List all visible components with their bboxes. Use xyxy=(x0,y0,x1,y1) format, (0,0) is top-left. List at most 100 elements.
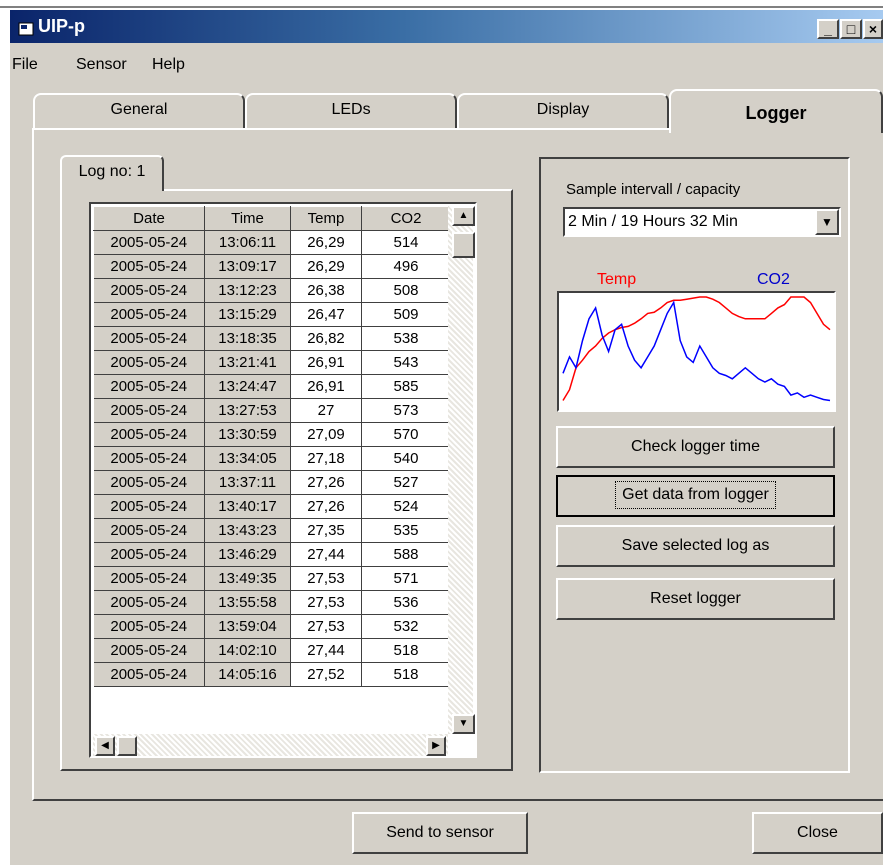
cell-co2[interactable]: 588 xyxy=(361,542,451,567)
cell-co2[interactable]: 496 xyxy=(361,254,451,279)
cell-time[interactable]: 13:21:41 xyxy=(204,350,291,375)
title-bar[interactable] xyxy=(10,10,883,43)
cell-co2[interactable]: 514 xyxy=(361,230,451,255)
cell-date[interactable]: 2005-05-24 xyxy=(93,398,205,423)
cell-temp[interactable]: 27,53 xyxy=(290,566,362,591)
maximize-button[interactable]: □ xyxy=(840,19,862,39)
check-logger-time-button[interactable]: Check logger time xyxy=(556,426,835,468)
minimize-button[interactable]: _ xyxy=(817,19,839,39)
close-window-button[interactable]: × xyxy=(863,19,883,39)
cell-temp[interactable]: 27,52 xyxy=(290,662,362,687)
table-row[interactable]: 2005-05-24 13:46:29 27,44 588 xyxy=(93,542,451,567)
cell-date[interactable]: 2005-05-24 xyxy=(93,278,205,303)
cell-time[interactable]: 14:05:16 xyxy=(204,662,291,687)
send-to-sensor-button[interactable]: Send to sensor xyxy=(352,812,528,854)
cell-date[interactable]: 2005-05-24 xyxy=(93,350,205,375)
cell-temp[interactable]: 26,91 xyxy=(290,374,362,399)
cell-time[interactable]: 13:27:53 xyxy=(204,398,291,423)
header-temp[interactable]: Temp xyxy=(290,206,362,231)
sample-interval-select[interactable]: 2 Min / 19 Hours 32 Min ▼ xyxy=(563,207,841,237)
cell-date[interactable]: 2005-05-24 xyxy=(93,470,205,495)
cell-time[interactable]: 13:59:04 xyxy=(204,614,291,639)
table-row[interactable]: 2005-05-24 13:49:35 27,53 571 xyxy=(93,566,451,591)
cell-temp[interactable]: 26,29 xyxy=(290,254,362,279)
cell-temp[interactable]: 26,91 xyxy=(290,350,362,375)
cell-time[interactable]: 13:06:11 xyxy=(204,230,291,255)
get-data-from-logger-button[interactable]: Get data from logger xyxy=(556,475,835,517)
cell-temp[interactable]: 26,82 xyxy=(290,326,362,351)
table-row[interactable]: 2005-05-24 13:27:53 27 573 xyxy=(93,398,451,423)
cell-date[interactable]: 2005-05-24 xyxy=(93,614,205,639)
cell-date[interactable]: 2005-05-24 xyxy=(93,326,205,351)
cell-date[interactable]: 2005-05-24 xyxy=(93,590,205,615)
header-date[interactable]: Date xyxy=(93,206,205,231)
table-row[interactable]: 2005-05-24 13:59:04 27,53 532 xyxy=(93,614,451,639)
save-selected-log-button[interactable]: Save selected log as xyxy=(556,525,835,567)
cell-time[interactable]: 13:18:35 xyxy=(204,326,291,351)
cell-time[interactable]: 13:55:58 xyxy=(204,590,291,615)
tab-leds[interactable]: LEDs xyxy=(245,93,457,129)
close-button[interactable]: Close xyxy=(752,812,883,854)
cell-time[interactable]: 13:30:59 xyxy=(204,422,291,447)
cell-temp[interactable]: 27,44 xyxy=(290,638,362,663)
cell-temp[interactable]: 27,26 xyxy=(290,494,362,519)
cell-date[interactable]: 2005-05-24 xyxy=(93,302,205,327)
cell-temp[interactable]: 26,29 xyxy=(290,230,362,255)
cell-temp[interactable]: 27,53 xyxy=(290,590,362,615)
table-row[interactable]: 2005-05-24 13:43:23 27,35 535 xyxy=(93,518,451,543)
cell-temp[interactable]: 26,47 xyxy=(290,302,362,327)
table-row[interactable]: 2005-05-24 14:02:10 27,44 518 xyxy=(93,638,451,663)
table-row[interactable]: 2005-05-24 14:05:16 27,52 518 xyxy=(93,662,451,687)
vertical-scrollbar[interactable] xyxy=(448,206,473,734)
cell-co2[interactable]: 570 xyxy=(361,422,451,447)
table-row[interactable]: 2005-05-24 13:34:05 27,18 540 xyxy=(93,446,451,471)
cell-date[interactable]: 2005-05-24 xyxy=(93,638,205,663)
cell-date[interactable]: 2005-05-24 xyxy=(93,494,205,519)
log-data-grid[interactable]: Date Time Temp CO2 2005-05-24 13:06:11 26,… xyxy=(89,202,477,758)
cell-co2[interactable]: 524 xyxy=(361,494,451,519)
table-row[interactable]: 2005-05-24 13:15:29 26,47 509 xyxy=(93,302,451,327)
cell-co2[interactable]: 538 xyxy=(361,326,451,351)
horizontal-scroll-thumb[interactable] xyxy=(117,736,137,756)
horizontal-scrollbar[interactable] xyxy=(93,734,448,756)
table-row[interactable]: 2005-05-24 13:12:23 26,38 508 xyxy=(93,278,451,303)
cell-time[interactable]: 14:02:10 xyxy=(204,638,291,663)
cell-time[interactable]: 13:49:35 xyxy=(204,566,291,591)
cell-co2[interactable]: 543 xyxy=(361,350,451,375)
table-row[interactable]: 2005-05-24 13:55:58 27,53 536 xyxy=(93,590,451,615)
table-row[interactable]: 2005-05-24 13:06:11 26,29 514 xyxy=(93,230,451,255)
table-row[interactable]: 2005-05-24 13:18:35 26,82 538 xyxy=(93,326,451,351)
cell-time[interactable]: 13:24:47 xyxy=(204,374,291,399)
menu-file[interactable]: File xyxy=(12,56,38,73)
cell-time[interactable]: 13:09:17 xyxy=(204,254,291,279)
cell-temp[interactable]: 27,53 xyxy=(290,614,362,639)
cell-time[interactable]: 13:46:29 xyxy=(204,542,291,567)
table-row[interactable]: 2005-05-24 13:40:17 27,26 524 xyxy=(93,494,451,519)
cell-temp[interactable]: 27,26 xyxy=(290,470,362,495)
tab-log-1[interactable]: Log no: 1 xyxy=(60,155,164,191)
cell-co2[interactable]: 518 xyxy=(361,662,451,687)
cell-date[interactable]: 2005-05-24 xyxy=(93,518,205,543)
cell-date[interactable]: 2005-05-24 xyxy=(93,254,205,279)
vertical-scroll-thumb[interactable] xyxy=(452,232,475,258)
cell-co2[interactable]: 536 xyxy=(361,590,451,615)
cell-time[interactable]: 13:37:11 xyxy=(204,470,291,495)
header-co2[interactable]: CO2 xyxy=(361,206,451,231)
tab-logger[interactable]: Logger xyxy=(669,89,883,133)
scroll-up-arrow-icon[interactable]: ▲ xyxy=(452,206,475,226)
table-row[interactable]: 2005-05-24 13:09:17 26,29 496 xyxy=(93,254,451,279)
table-row[interactable]: 2005-05-24 13:37:11 27,26 527 xyxy=(93,470,451,495)
scroll-left-arrow-icon[interactable]: ◀ xyxy=(95,736,115,756)
cell-co2[interactable]: 508 xyxy=(361,278,451,303)
cell-co2[interactable]: 571 xyxy=(361,566,451,591)
tab-general[interactable]: General xyxy=(33,93,245,129)
cell-time[interactable]: 13:40:17 xyxy=(204,494,291,519)
table-row[interactable]: 2005-05-24 13:21:41 26,91 543 xyxy=(93,350,451,375)
cell-date[interactable]: 2005-05-24 xyxy=(93,422,205,447)
cell-date[interactable]: 2005-05-24 xyxy=(93,446,205,471)
cell-time[interactable]: 13:15:29 xyxy=(204,302,291,327)
cell-date[interactable]: 2005-05-24 xyxy=(93,374,205,399)
menu-sensor[interactable]: Sensor xyxy=(76,56,127,73)
reset-logger-button[interactable]: Reset logger xyxy=(556,578,835,620)
cell-temp[interactable]: 27,18 xyxy=(290,446,362,471)
